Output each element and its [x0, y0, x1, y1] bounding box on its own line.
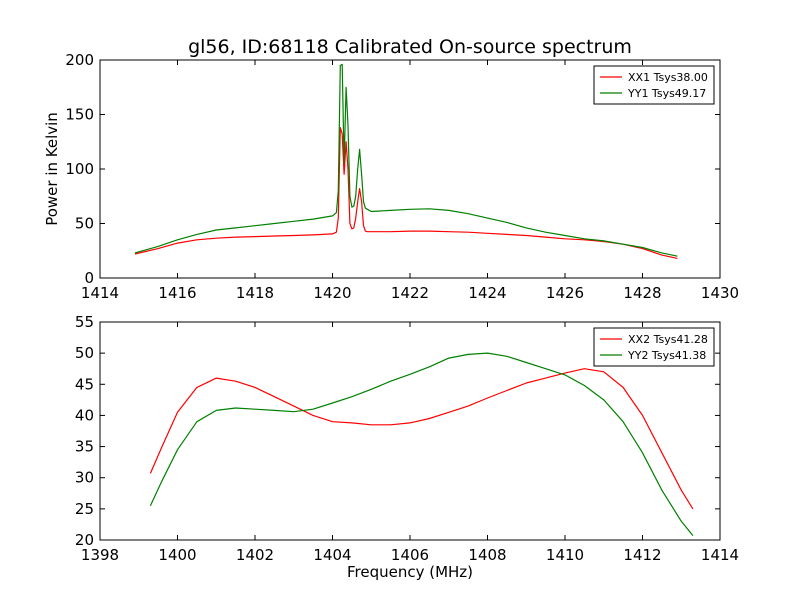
x-tick-label: 1424: [468, 284, 506, 302]
x-axis-label: Frequency (MHz): [347, 563, 473, 581]
x-tick-label: 1430: [701, 284, 739, 302]
x-tick-label: 1406: [391, 546, 429, 564]
chart-title: gl56, ID:68118 Calibrated On-source spec…: [188, 36, 632, 58]
bottom-plot: 1398 1400 1402 1404 1406 1408 1410 1412 1414 20 25…: [75, 313, 739, 581]
series-line-xx: [149, 368, 694, 510]
x-tick-label: 1422: [391, 284, 429, 302]
x-tick-label: 1416: [158, 284, 196, 302]
x-tick-label: 1410: [546, 546, 584, 564]
legend-box: [593, 65, 715, 105]
legend: XX1 Tsys38.00 YY1 Tsys49.17: [593, 65, 715, 105]
legend-label: XX1 Tsys38.00: [628, 71, 708, 84]
y-tick-label: 200: [65, 51, 94, 69]
legend-label: YY1 Tsys49.17: [627, 87, 706, 100]
legend: XX2 Tsys41.28 YY2 Tsys41.38: [593, 327, 715, 367]
x-tick-label: 1412: [623, 546, 661, 564]
x-tick-label: 1408: [468, 546, 506, 564]
y-tick-label: 55: [75, 313, 94, 331]
x-tick-label: 1420: [313, 284, 351, 302]
x-tick-label: 1398: [81, 546, 119, 564]
y-tick-label: 50: [75, 215, 94, 233]
x-tick-label: 1426: [546, 284, 584, 302]
x-tick-label: 1404: [313, 546, 351, 564]
legend-label: XX2 Tsys41.28: [628, 333, 708, 346]
x-tick-label: 1428: [623, 284, 661, 302]
y-tick-label: 20: [75, 531, 94, 549]
series-line-xx: [134, 126, 678, 259]
x-tick-label: 1400: [158, 546, 196, 564]
series-line-yy: [149, 352, 694, 536]
y-tick-label: 40: [75, 406, 94, 424]
x-tick-label: 1414: [701, 546, 739, 564]
legend-box: [593, 327, 715, 367]
y-axis-label: Power in Kelvin: [43, 112, 61, 226]
x-tick-label: 1418: [236, 284, 274, 302]
top-plot: 1414 1416 1418 1420 1422 1424 1426 1428 1430 0 50 1…: [43, 51, 739, 302]
y-tick-label: 45: [75, 375, 94, 393]
y-tick-label: 50: [75, 344, 94, 362]
y-tick-label: 0: [84, 269, 94, 287]
series-line-yy: [134, 63, 678, 257]
y-tick-label: 30: [75, 469, 94, 487]
x-tick-label: 1402: [236, 546, 274, 564]
y-tick-label: 25: [75, 500, 94, 518]
y-tick-label: 100: [65, 160, 94, 178]
y-tick-label: 35: [75, 438, 94, 456]
legend-label: YY2 Tsys41.38: [627, 349, 706, 362]
x-tick-label: 1414: [81, 284, 119, 302]
y-tick-label: 150: [65, 106, 94, 124]
